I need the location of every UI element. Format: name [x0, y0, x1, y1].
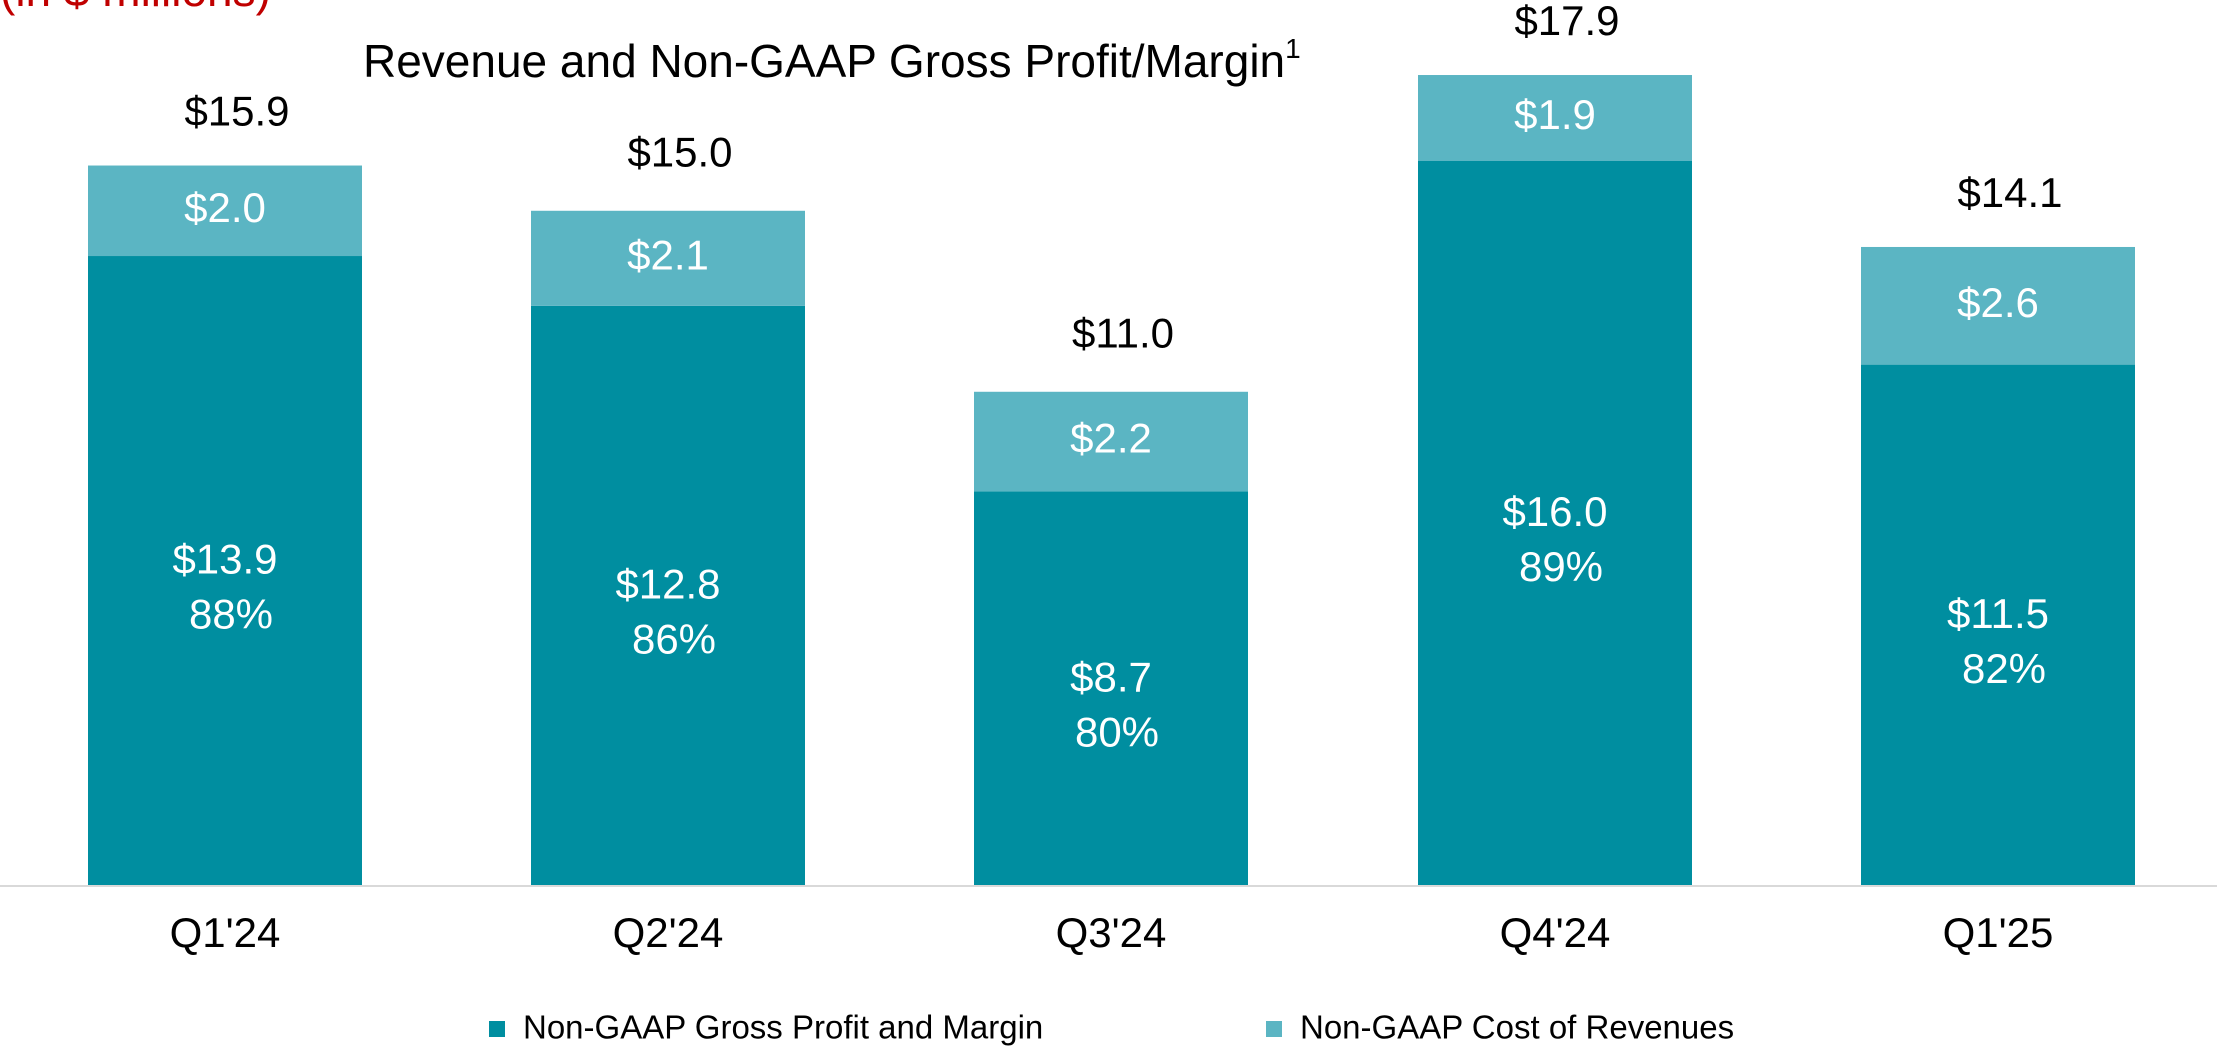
- total-label: $15.0: [627, 128, 732, 175]
- x-tick-label: Q1'24: [170, 909, 281, 956]
- bar-segment: [88, 165, 362, 257]
- bar-segment: [1861, 246, 2135, 365]
- x-tick-label: Q4'24: [1500, 909, 1611, 956]
- value-label: $11.5: [1947, 590, 2049, 637]
- bar-segment: [1418, 75, 1692, 161]
- bar-segment: [974, 491, 1248, 885]
- legend-swatch: [1266, 1021, 1282, 1037]
- bar-segment: [974, 391, 1248, 492]
- value-label: $2.6: [1957, 279, 2039, 326]
- value-label: $2.2: [1070, 415, 1152, 462]
- legend-label: Non-GAAP Gross Profit and Margin: [523, 1009, 1043, 1046]
- value-label: $13.9: [172, 536, 277, 583]
- legend-swatch: [489, 1021, 505, 1037]
- total-label: $15.9: [184, 88, 289, 135]
- value-label: $12.8: [615, 560, 720, 607]
- legend-label: Non-GAAP Cost of Revenues: [1300, 1009, 1734, 1046]
- x-tick-label: Q3'24: [1056, 909, 1167, 956]
- margin-label: 80%: [1075, 708, 1159, 755]
- margin-label: 86%: [632, 615, 716, 662]
- value-label: $2.1: [627, 231, 709, 278]
- chart-title: Revenue and Non-GAAP Gross Profit/Margin…: [363, 33, 1301, 87]
- margin-label: 88%: [189, 591, 273, 638]
- bar-segment: [1861, 364, 2135, 885]
- title-text: Revenue and Non-GAAP Gross Profit/Margin: [363, 35, 1285, 87]
- margin-label: 89%: [1519, 543, 1603, 590]
- bar-segment: [531, 210, 805, 306]
- bar-segment: [88, 256, 362, 885]
- bar-segment: [1418, 161, 1692, 885]
- x-tick-label: Q1'25: [1943, 909, 2054, 956]
- title-superscript: 1: [1285, 33, 1301, 64]
- bar-segment: [531, 305, 805, 885]
- value-label: $1.9: [1514, 91, 1596, 138]
- margin-label: 82%: [1962, 645, 2046, 692]
- total-label: $11.0: [1072, 309, 1174, 356]
- value-label: $8.7: [1070, 653, 1152, 700]
- unit-note: (in $ millions): [0, 0, 271, 16]
- value-label: $16.0: [1502, 488, 1607, 535]
- x-tick-label: Q2'24: [613, 909, 724, 956]
- total-label: $14.1: [1957, 169, 2062, 216]
- total-label: $17.9: [1514, 0, 1619, 44]
- value-label: $2.0: [184, 184, 266, 231]
